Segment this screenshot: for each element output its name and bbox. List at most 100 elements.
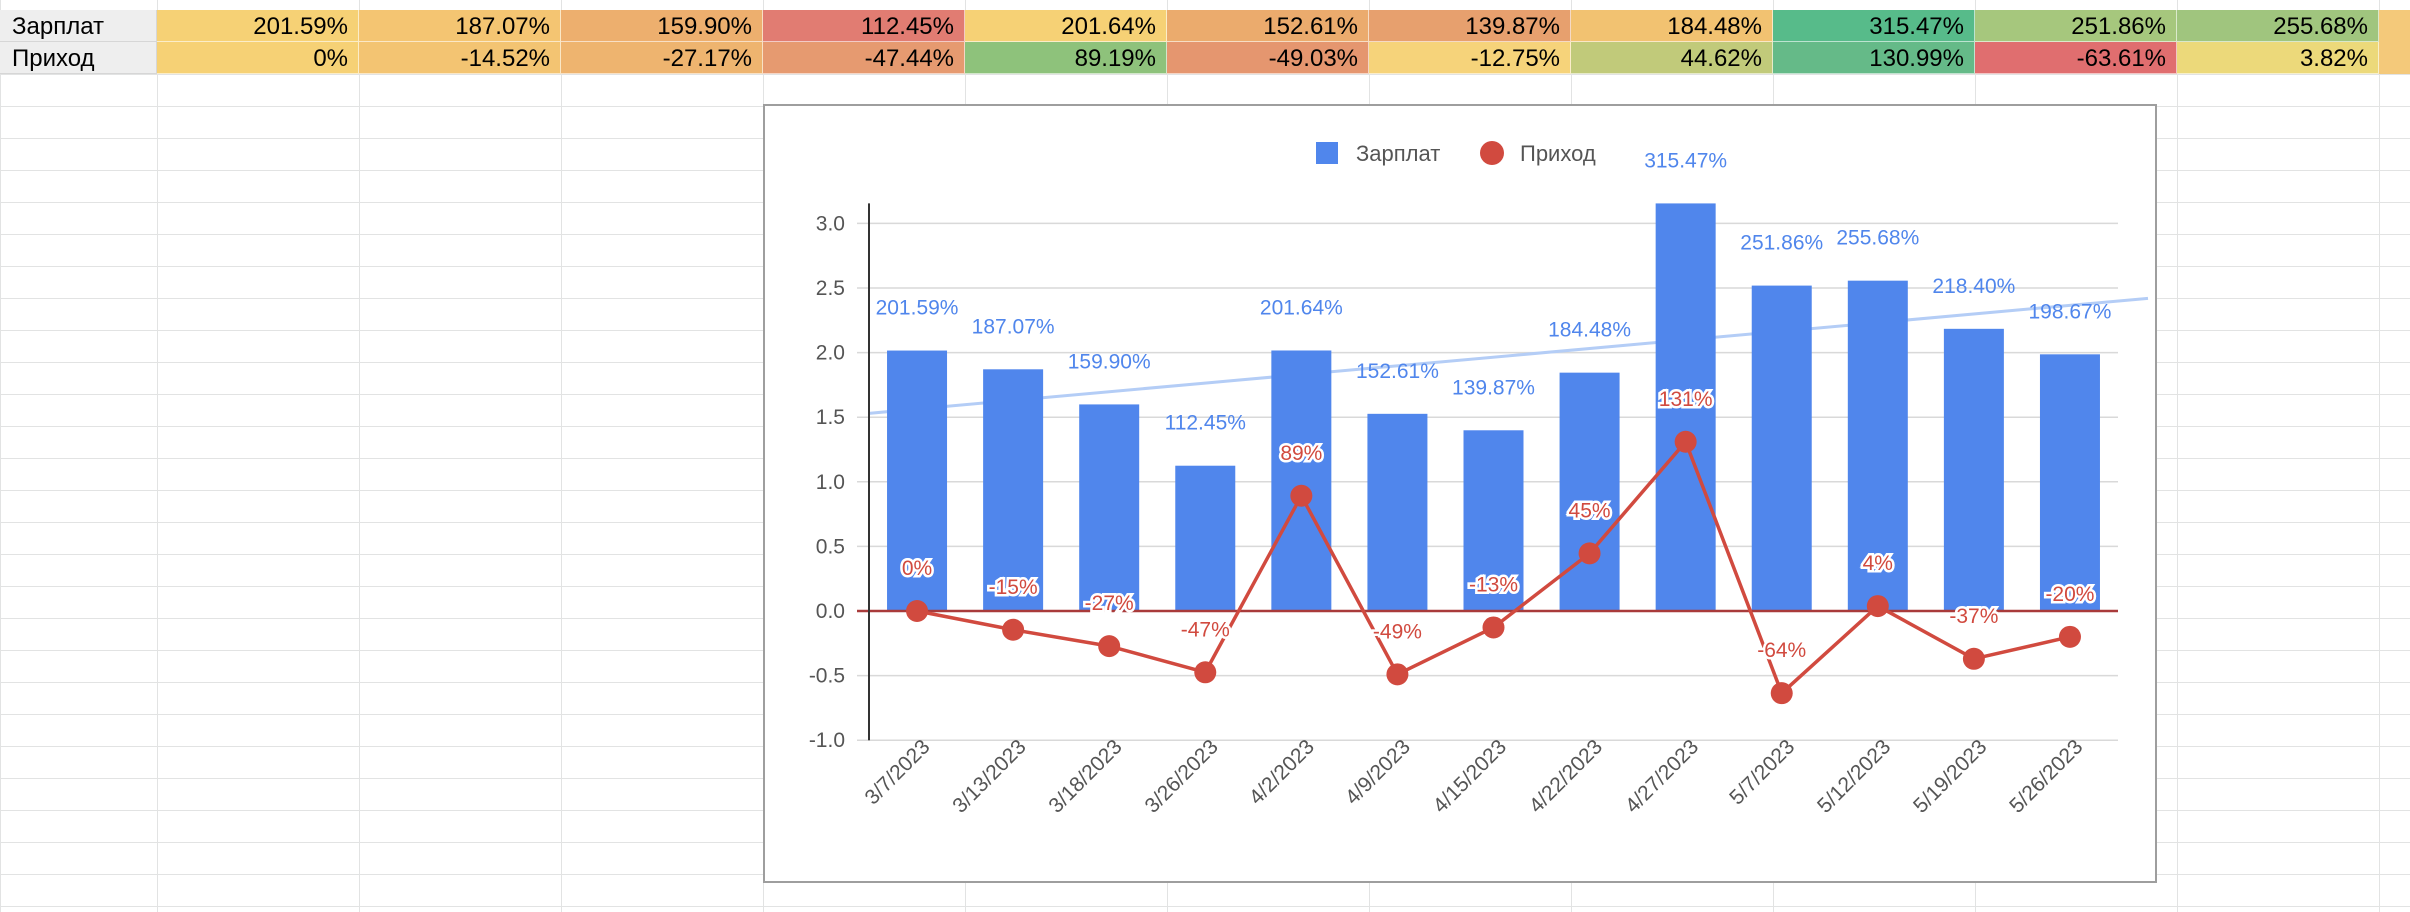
bar-data-label: 218.40% [1932, 275, 2015, 298]
data-cell[interactable]: 187.07% [359, 10, 561, 42]
line-point[interactable] [1002, 618, 1025, 641]
data-cell[interactable]: 159.90% [561, 10, 763, 42]
data-cell[interactable]: 3.82% [2177, 42, 2379, 74]
bar-data-label: 315.47% [1644, 149, 1727, 172]
legend-label-bar: Зарплат [1356, 141, 1440, 166]
bar-data-label: 152.61% [1356, 360, 1439, 383]
y-tick-label: 3.0 [816, 212, 845, 235]
line-point[interactable] [1098, 635, 1121, 658]
bar[interactable] [1559, 372, 1620, 611]
bar-data-labels: 201.59% 187.07% 159.90% 112.45% 201.64% 152.6… [876, 149, 2112, 434]
row-label-cell[interactable]: Зарплат [0, 10, 157, 42]
grid-col-line [0, 0, 1, 912]
data-cell[interactable]: -63.61% [1975, 42, 2177, 74]
data-cell[interactable]: -14.52% [359, 42, 561, 74]
data-cell[interactable]: 255.68% [2177, 10, 2379, 42]
bar[interactable] [1271, 350, 1332, 611]
bar[interactable] [1463, 430, 1524, 611]
data-cell[interactable]: 0% [157, 42, 359, 74]
bar[interactable] [1079, 404, 1140, 611]
data-cell[interactable]: -27.17% [561, 42, 763, 74]
x-axis-labels: 3/7/2023 3/13/2023 3/18/2023 3/26/2023 4/2/2… [861, 735, 2088, 817]
legend-swatch-bar [1316, 142, 1338, 164]
data-cell[interactable]: 130.99% [1773, 42, 1975, 74]
data-cell[interactable]: 315.47% [1773, 10, 1975, 42]
line-point[interactable] [1674, 430, 1697, 453]
x-tick-label: 3/26/2023 [1140, 735, 1222, 817]
line-data-label: -13% [1469, 573, 1518, 596]
bar-data-label: 255.68% [1836, 227, 1919, 250]
line-point[interactable] [906, 600, 929, 622]
y-tick-label: 1.5 [816, 406, 845, 429]
x-tick-label: 4/15/2023 [1429, 735, 1511, 817]
bar[interactable] [2039, 354, 2100, 611]
data-cell[interactable]: -47.44% [763, 42, 965, 74]
bar-data-label: 187.07% [972, 315, 1055, 338]
bar-data-label: 198.67% [2029, 300, 2112, 323]
bar[interactable] [1751, 285, 1812, 611]
line-data-label: -64% [1757, 639, 1806, 662]
bar[interactable] [983, 369, 1044, 611]
bar-data-label: 251.86% [1740, 232, 1823, 255]
line-data-label: -27% [1085, 592, 1134, 615]
bar[interactable] [1847, 280, 1908, 611]
line-point[interactable] [1866, 595, 1889, 618]
line-point[interactable] [1962, 647, 1985, 670]
line-data-label: 131% [1659, 388, 1713, 411]
data-cell[interactable]: 44.62% [1571, 42, 1773, 74]
data-cell[interactable]: 201.64% [965, 10, 1167, 42]
bar-data-label: 201.59% [876, 297, 959, 320]
data-cell[interactable]: 89.19% [965, 42, 1167, 74]
grid-col-line [2379, 0, 2380, 912]
data-cell[interactable]: -49.03% [1167, 42, 1369, 74]
bar[interactable] [1943, 328, 2004, 611]
data-cell[interactable]: -12.75% [1369, 42, 1571, 74]
y-tick-label: 0.0 [816, 600, 845, 623]
x-tick-label: 4/2/2023 [1245, 735, 1319, 809]
y-tick-label: 1.0 [816, 471, 845, 494]
line-series[interactable] [906, 430, 2081, 705]
overflow-cell-edge [2379, 42, 2410, 74]
y-tick-label: 2.0 [816, 342, 845, 365]
x-tick-label: 5/26/2023 [2005, 735, 2087, 817]
grid-col-line [2177, 0, 2178, 912]
bar[interactable] [887, 350, 948, 611]
line-point[interactable] [1482, 616, 1505, 639]
data-cell[interactable]: 112.45% [763, 10, 965, 42]
bar-series[interactable] [887, 203, 2100, 611]
data-cell[interactable]: 201.59% [157, 10, 359, 42]
bar[interactable] [1175, 465, 1236, 611]
bar[interactable] [1655, 203, 1716, 611]
data-cell[interactable]: 139.87% [1369, 10, 1571, 42]
line-point[interactable] [1194, 661, 1217, 684]
line-point[interactable] [2058, 625, 2081, 648]
grid-col-line [157, 0, 158, 912]
x-tick-label: 4/27/2023 [1621, 735, 1703, 817]
bar-data-label: 201.64% [1260, 296, 1343, 319]
bar-data-label: 184.48% [1548, 319, 1631, 342]
line-point[interactable] [1386, 663, 1409, 686]
line-data-label: 4% [1863, 552, 1893, 575]
data-cell[interactable]: 152.61% [1167, 10, 1369, 42]
x-tick-label: 4/9/2023 [1341, 735, 1415, 809]
line-data-label: 89% [1280, 442, 1322, 465]
x-tick-label: 5/19/2023 [1909, 735, 1991, 817]
combo-chart[interactable]: 201.59% 187.07% 159.90% 112.45% 201.64% 152.6… [763, 104, 2157, 883]
y-axis-labels: -1.0 -0.5 0.0 0.5 1.0 1.5 2.0 2.5 3.0 [809, 212, 845, 752]
data-cell[interactable]: 184.48% [1571, 10, 1773, 42]
line-point[interactable] [1290, 484, 1313, 507]
line-point[interactable] [1770, 682, 1793, 705]
line-point[interactable] [1578, 542, 1601, 565]
chart-legend[interactable]: Зарплат Приход [1316, 141, 1596, 166]
x-tick-label: 5/12/2023 [1813, 735, 1895, 817]
line-data-label: -15% [989, 576, 1038, 599]
data-cell[interactable]: 251.86% [1975, 10, 2177, 42]
x-tick-label: 3/18/2023 [1044, 735, 1126, 817]
line-data-label: -37% [1949, 605, 1998, 628]
row-label-cell[interactable]: Приход [0, 42, 157, 74]
bar[interactable] [1367, 413, 1428, 611]
x-tick-label: 4/22/2023 [1525, 735, 1607, 817]
bar-data-label: 112.45% [1165, 412, 1246, 435]
y-tick-label: 0.5 [816, 535, 845, 558]
overflow-cell-edge [2379, 10, 2410, 42]
